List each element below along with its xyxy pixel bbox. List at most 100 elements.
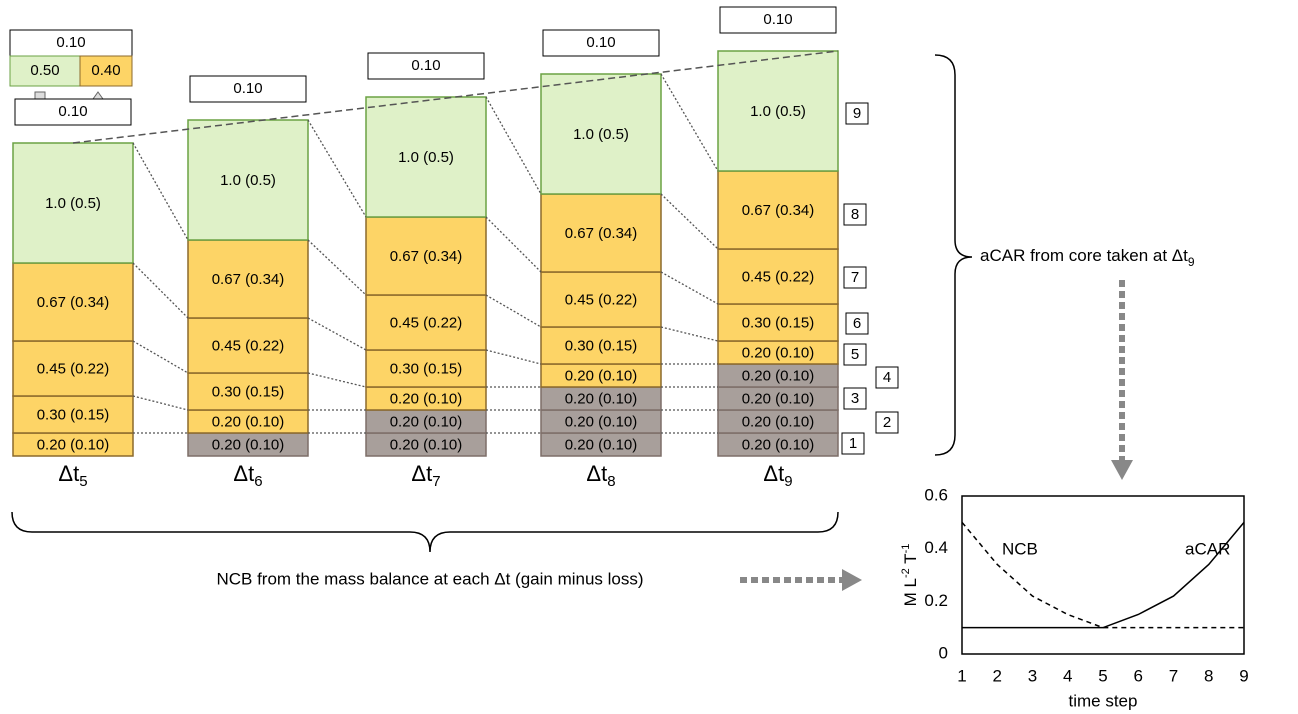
- layer-number-box: [843, 266, 867, 289]
- layer-label: 0.20 (0.10): [212, 413, 285, 430]
- core-label: aCAR from core taken at Δt9: [980, 246, 1195, 269]
- layer-label: 0.20 (0.10): [37, 436, 110, 453]
- x-tick-label: 2: [993, 666, 1002, 685]
- layer-label: 0.30 (0.15): [212, 383, 285, 400]
- layer-label: 1.0 (0.5): [45, 195, 101, 212]
- x-tick-label: 9: [1239, 666, 1248, 685]
- connector: [660, 73, 719, 172]
- layer-label: 0.20 (0.10): [390, 413, 463, 430]
- y-tick-label: 0.6: [924, 485, 948, 504]
- layer-number: 6: [853, 315, 861, 332]
- series-label: aCAR: [1185, 539, 1230, 558]
- layer-number: 9: [853, 105, 861, 122]
- legend-loss: 0.40: [91, 62, 120, 79]
- layer: [187, 239, 309, 319]
- column-label: Δt6: [233, 461, 262, 490]
- x-tick-label: 7: [1169, 666, 1178, 685]
- layer-label: 0.20 (0.10): [742, 390, 815, 407]
- x-tick-label: 8: [1204, 666, 1213, 685]
- core-label-text: aCAR from core taken at Δt: [980, 246, 1188, 265]
- top-box: [542, 29, 660, 57]
- column-label-text: Δt: [586, 461, 607, 486]
- x-tick-label: 5: [1098, 666, 1107, 685]
- top-box: [367, 52, 485, 80]
- layer-number: 7: [851, 269, 859, 286]
- balance-label: NCB from the mass balance at each Δt (ga…: [216, 569, 643, 588]
- layer-label: 0.20 (0.10): [565, 390, 638, 407]
- layer-number-box: [843, 343, 867, 366]
- layer: [540, 326, 662, 365]
- layer: [365, 96, 487, 218]
- layer-number: 1: [849, 435, 857, 452]
- x-tick-label: 1: [957, 666, 966, 685]
- connector: [132, 262, 189, 319]
- layer-label: 0.30 (0.15): [742, 314, 815, 331]
- layer-label: 0.67 (0.34): [37, 294, 110, 311]
- column-label-text: Δt: [411, 461, 432, 486]
- y-axis-label-part: M L: [901, 578, 920, 606]
- legend-gain: 0.50: [30, 62, 59, 79]
- layer-label: 0.20 (0.10): [565, 367, 638, 384]
- layer-number-box: [841, 432, 865, 455]
- top-trend: [72, 50, 839, 144]
- y-axis-label-part: -2: [900, 568, 912, 578]
- connector: [307, 317, 367, 351]
- layer-label: 1.0 (0.5): [220, 172, 276, 189]
- column-label: Δt5: [58, 461, 87, 490]
- y-tick-label: 0.2: [924, 591, 948, 610]
- connector: [132, 395, 189, 411]
- column-label-sub: 8: [607, 473, 615, 490]
- right-arrow-head: [842, 569, 862, 591]
- legend-loss-box: [79, 55, 133, 87]
- y-tick-label: 0: [939, 643, 948, 662]
- layer-label: 0.45 (0.22): [390, 314, 463, 331]
- column-label: Δt7: [411, 461, 440, 490]
- column-label-sub: 7: [432, 473, 440, 490]
- layer-label: 1.0 (0.5): [573, 126, 629, 143]
- layer-label: 1.0 (0.5): [750, 103, 806, 120]
- top-box: [14, 98, 132, 126]
- layer-label: 0.45 (0.22): [742, 268, 815, 285]
- layer: [540, 193, 662, 273]
- layer-label: 0.67 (0.34): [565, 225, 638, 242]
- connector: [485, 294, 542, 328]
- layer-label: 0.30 (0.15): [390, 360, 463, 377]
- column-label-sub: 5: [79, 473, 87, 490]
- layer-label: 0.20 (0.10): [742, 413, 815, 430]
- layer-number-box: [843, 203, 867, 226]
- connector: [660, 326, 719, 342]
- layer-label: 1.0 (0.5): [398, 149, 454, 166]
- layer: [187, 372, 309, 411]
- column-label-sub: 6: [254, 473, 262, 490]
- layer-number-box: [845, 102, 869, 125]
- connector: [307, 119, 367, 218]
- top-box: [719, 6, 837, 34]
- layer-number-box: [843, 387, 867, 410]
- y-tick-label: 0.4: [924, 538, 948, 557]
- x-tick-label: 3: [1028, 666, 1037, 685]
- layer-label: 0.20 (0.10): [742, 367, 815, 384]
- layer-label: 0.45 (0.22): [37, 360, 110, 377]
- column-label-text: Δt: [763, 461, 784, 486]
- layer: [540, 73, 662, 195]
- top-box: [189, 75, 307, 103]
- layer: [365, 349, 487, 388]
- layer: [12, 395, 134, 434]
- layer: [717, 50, 839, 172]
- y-axis-label-part: T: [901, 553, 920, 568]
- chart-frame: [961, 495, 1245, 655]
- core-label-sub: 9: [1188, 255, 1195, 269]
- layer-label: 0.20 (0.10): [565, 436, 638, 453]
- layer: [12, 340, 134, 397]
- layer-label: 0.30 (0.15): [565, 337, 638, 354]
- layer-label: 0.67 (0.34): [212, 271, 285, 288]
- y-axis-label-part: -1: [900, 544, 912, 554]
- down-arrow-head: [1111, 460, 1133, 480]
- layer: [717, 248, 839, 305]
- connector: [307, 239, 367, 296]
- layer: [717, 170, 839, 250]
- column-label-text: Δt: [58, 461, 79, 486]
- legend-gain-box: [9, 55, 81, 87]
- layer: [12, 262, 134, 342]
